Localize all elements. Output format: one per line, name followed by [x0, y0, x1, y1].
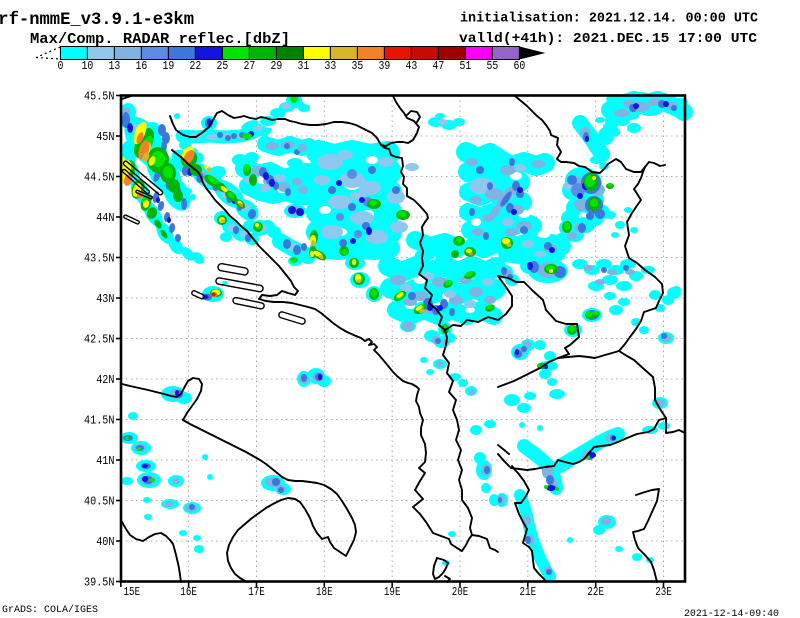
svg-text:44N: 44N: [96, 211, 114, 225]
svg-text:19E: 19E: [384, 586, 401, 599]
svg-text:42.5N: 42.5N: [84, 333, 115, 347]
svg-text:41N: 41N: [96, 454, 114, 468]
svg-text:43: 43: [406, 60, 418, 73]
svg-text:0: 0: [57, 60, 63, 73]
svg-text:20E: 20E: [452, 586, 469, 599]
svg-text:10: 10: [82, 60, 94, 73]
svg-text:25: 25: [217, 60, 229, 73]
svg-text:29: 29: [271, 60, 283, 73]
svg-text:41.5N: 41.5N: [84, 414, 115, 428]
svg-text:initialisation: 2021.12.14. 00: initialisation: 2021.12.14. 00:00 UTC: [460, 11, 758, 27]
svg-text:valld(+41h): 2021.DEC.15 17:00: valld(+41h): 2021.DEC.15 17:00 UTC: [459, 31, 757, 47]
svg-text:21E: 21E: [520, 586, 537, 599]
svg-text:51: 51: [460, 60, 472, 73]
svg-text:40N: 40N: [96, 535, 114, 549]
svg-text:15E: 15E: [124, 586, 141, 599]
svg-text:47: 47: [433, 60, 445, 73]
svg-text:40.5N: 40.5N: [84, 495, 115, 509]
svg-text:35: 35: [352, 60, 364, 73]
svg-text:60: 60: [514, 60, 526, 73]
svg-text:wrf-nmmE_v3.9.1-e3km: wrf-nmmE_v3.9.1-e3km: [0, 10, 194, 30]
svg-text:2021-12-14-09:40: 2021-12-14-09:40: [684, 608, 779, 618]
svg-text:23E: 23E: [655, 586, 672, 599]
svg-text:17E: 17E: [248, 586, 265, 599]
svg-text:31: 31: [298, 60, 310, 73]
svg-text:Max/Comp. RADAR reflec.[dbZ]: Max/Comp. RADAR reflec.[dbZ]: [30, 30, 290, 48]
svg-text:39: 39: [379, 60, 391, 73]
svg-text:55: 55: [487, 60, 499, 73]
svg-text:GrADS: COLA/IGES: GrADS: COLA/IGES: [2, 604, 98, 616]
svg-text:39.5N: 39.5N: [84, 576, 115, 590]
svg-text:33: 33: [325, 60, 337, 73]
svg-text:43.5N: 43.5N: [84, 252, 115, 266]
svg-text:42N: 42N: [96, 373, 114, 387]
svg-text:44.5N: 44.5N: [84, 171, 115, 185]
svg-text:22E: 22E: [587, 586, 604, 599]
svg-text:13: 13: [109, 60, 121, 73]
svg-text:18E: 18E: [316, 586, 333, 599]
svg-text:19: 19: [163, 60, 175, 73]
svg-text:16: 16: [136, 60, 148, 73]
svg-text:43N: 43N: [96, 292, 114, 306]
svg-text:27: 27: [244, 60, 256, 73]
svg-text:22: 22: [190, 60, 202, 73]
svg-text:45N: 45N: [96, 130, 114, 144]
svg-text:16E: 16E: [180, 586, 197, 599]
svg-text:45.5N: 45.5N: [84, 90, 115, 104]
